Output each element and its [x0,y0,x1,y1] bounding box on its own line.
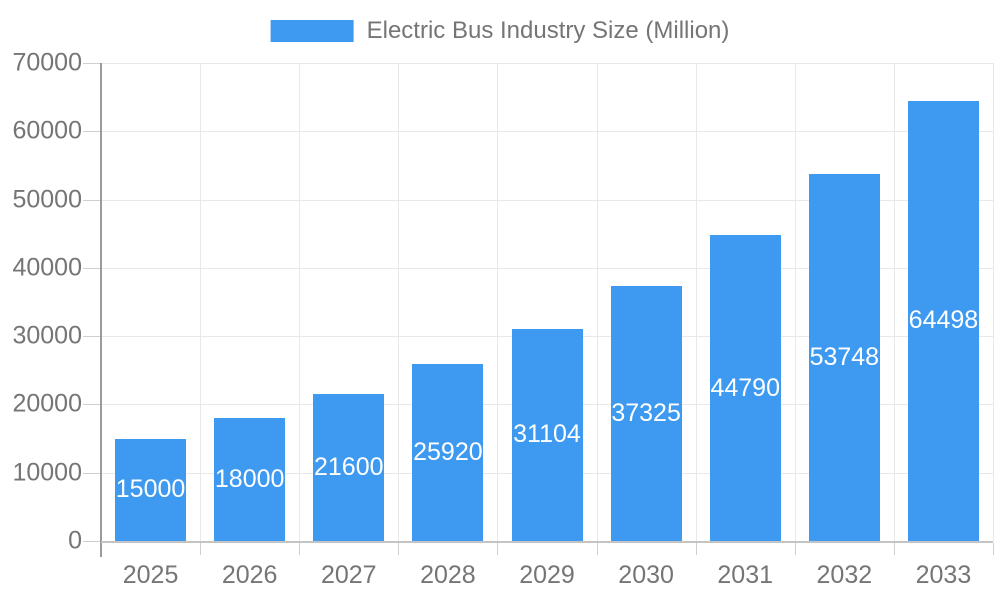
gridline-horizontal [101,63,993,64]
legend-label: Electric Bus Industry Size (Million) [366,17,730,44]
bar-value-label: 53748 [809,342,880,371]
bar-value-label: 44790 [710,373,780,402]
bar-2032[interactable]: 53748 [808,173,880,541]
bar-2027[interactable]: 21600 [313,393,385,541]
y-tick-mark [83,267,101,269]
y-tick-mark [83,404,101,406]
y-tick-mark [83,336,101,338]
y-axis-tick-label: 70000 [12,48,82,77]
gridline-vertical [794,63,796,541]
bar-2029[interactable]: 31104 [511,328,583,541]
gridline-vertical [200,63,202,541]
bar-value-label: 18000 [214,465,285,494]
x-tick-mark [398,543,400,555]
bar-2028[interactable]: 25920 [412,364,484,541]
x-tick-mark [299,543,301,555]
y-tick-mark [83,472,101,474]
gridline-vertical [893,63,895,541]
gridline-vertical [596,63,598,541]
x-axis-tick-label: 2029 [519,561,575,589]
y-tick-mark [83,131,101,133]
gridline-horizontal [101,267,993,269]
bar-value-label: 21600 [314,452,384,481]
chart-legend[interactable]: Electric Bus Industry Size (Million) [270,17,730,45]
y-axis-tick-label: 40000 [12,253,82,282]
y-axis-tick-label: 60000 [12,116,82,145]
bar-2025[interactable]: 15000 [115,438,187,541]
y-axis-tick-label: 30000 [12,321,82,350]
bar-value-label: 37325 [611,399,681,428]
y-tick-mark [83,541,101,542]
x-axis-tick-label: 2030 [618,561,674,589]
gridline-vertical [993,63,994,541]
x-tick-mark [993,543,994,555]
y-axis-tick-label: 20000 [12,389,82,418]
bar-value-label: 64498 [908,306,979,335]
bar-2031[interactable]: 44790 [709,235,781,541]
x-tick-mark [200,543,202,555]
y-tick-mark [83,199,101,201]
x-axis-tick-label: 2028 [420,561,476,589]
y-axis-tick-label: 0 [68,526,82,555]
bar-2026[interactable]: 18000 [214,418,286,541]
x-axis-tick-label: 2026 [221,561,278,589]
x-axis-tick-label: 2027 [320,561,377,589]
gridline-vertical [299,63,301,541]
x-axis-tick-label: 2025 [122,561,179,589]
gridline-vertical [497,63,499,541]
x-tick-mark [893,543,895,555]
y-axis-tick-label: 50000 [12,185,82,214]
bar-2033[interactable]: 64498 [907,100,979,541]
bar-2030[interactable]: 37325 [610,286,682,541]
gridline-vertical [398,63,400,541]
legend-swatch-icon [270,20,354,42]
gridline-horizontal [101,199,993,201]
x-tick-mark [497,543,499,555]
x-tick-mark [596,543,598,555]
x-tick-mark [695,543,697,555]
gridline-horizontal [101,131,993,133]
y-axis-line [100,63,102,557]
y-axis-tick-label: 10000 [12,458,82,487]
gridline-vertical [695,63,697,541]
y-tick-mark [83,63,101,64]
x-axis-line [101,541,993,543]
x-axis-tick-label: 2033 [915,561,972,589]
x-axis-tick-label: 2031 [717,561,774,589]
x-tick-mark [794,543,796,555]
bar-value-label: 25920 [413,437,483,466]
bar-value-label: 31104 [513,420,581,449]
bar-value-label: 15000 [115,475,186,504]
x-axis-tick-label: 2032 [816,561,873,589]
